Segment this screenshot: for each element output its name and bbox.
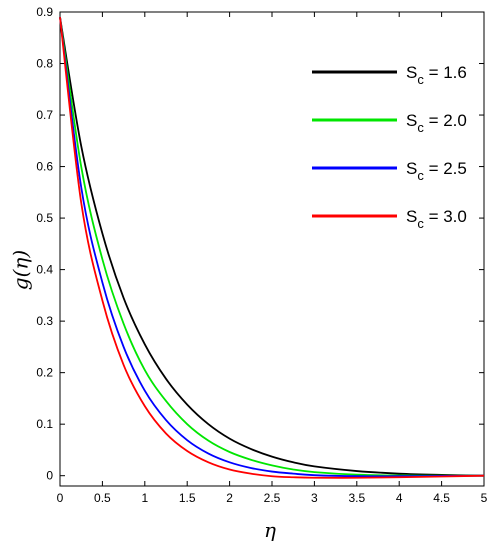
y-tick-label: 0 xyxy=(46,469,53,483)
legend-label-4: Sc = 3.0 xyxy=(406,207,467,231)
y-tick-label: 0.7 xyxy=(36,108,53,122)
y-axis-label: g(η) xyxy=(9,250,33,290)
series-line-3 xyxy=(59,17,485,478)
series-line-4 xyxy=(59,17,485,479)
y-tick-label: 0.3 xyxy=(36,314,53,328)
y-tick-label: 0.9 xyxy=(36,5,53,19)
x-tick-label: 5 xyxy=(481,491,488,505)
y-axis-title: g(η) xyxy=(9,250,33,290)
plot-area: 0 0.5 1 1.5 2 2.5 3 3.5 4 4.5 5 0 0.1 0.2 0.3 0.4 0.5 0.6… xyxy=(36,5,487,505)
x-tick-label: 1 xyxy=(141,491,148,505)
x-tick-label: 4 xyxy=(396,491,403,505)
x-tick-label: 2.5 xyxy=(264,491,281,505)
x-tick-label: 3.5 xyxy=(348,491,365,505)
series-line-1 xyxy=(59,17,485,477)
x-tick-label: 1.5 xyxy=(179,491,196,505)
y-tick-label: 0.2 xyxy=(36,366,53,380)
legend-label-3: Sc = 2.5 xyxy=(406,159,467,183)
legend-label-2: Sc = 2.0 xyxy=(406,111,467,135)
y-tick-label: 0.8 xyxy=(36,57,53,71)
x-tick-label: 2 xyxy=(226,491,233,505)
legend-label-1: Sc = 1.6 xyxy=(406,63,467,87)
x-axis-title: η xyxy=(264,518,276,542)
y-tick-label: 0.1 xyxy=(36,417,53,431)
y-tick-label: 0.6 xyxy=(36,160,53,174)
y-tick-label: 0.4 xyxy=(36,263,53,277)
x-tick-label: 0 xyxy=(57,491,64,505)
series-line-2 xyxy=(59,17,485,477)
x-tick-label: 4.5 xyxy=(433,491,450,505)
x-tick-label: 0.5 xyxy=(94,491,111,505)
x-tick-label: 3 xyxy=(311,491,318,505)
y-tick-label: 0.5 xyxy=(36,211,53,225)
